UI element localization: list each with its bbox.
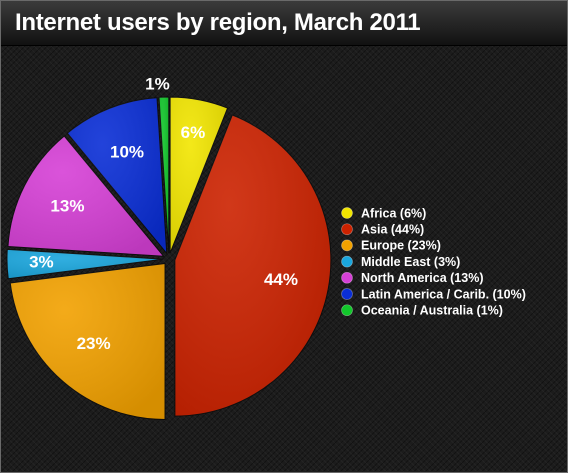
pie-slice-shading-africa [170, 97, 228, 254]
legend-marker-north-america [341, 271, 353, 284]
legend-marker-oceania-australia [341, 304, 353, 317]
pie-slice-shading-europe [10, 263, 166, 420]
legend-marker-africa [341, 207, 353, 219]
legend: Africa (6%) Asia (44%) Europe (23%) Middle … [341, 206, 526, 317]
legend-marker-latin-america-carib [341, 288, 353, 300]
legend-label-africa: Africa (6%) [361, 206, 426, 220]
legend-label-latin-america-carib: Latin America / Carib. (10%) [361, 287, 526, 301]
slice-label-latin-america-carib: 10% [110, 142, 144, 161]
pie-slice-shading-latin-america-carib [67, 97, 167, 254]
legend-marker-europe [341, 239, 353, 252]
legend-marker-asia [341, 223, 353, 236]
pie-slice-shading-oceania-australia [159, 97, 169, 254]
slice-label-oceania-australia: 1% [145, 75, 170, 94]
slice-label-africa: 6% [181, 123, 206, 142]
slice-label-middle-east: 3% [29, 252, 54, 271]
pie-slice-labels: 6% 44% 23% 3% 13% 10% 1% [29, 75, 298, 353]
title-bar: Internet users by region, March 2011 [1, 1, 567, 46]
slice-label-asia: 44% [264, 270, 298, 289]
legend-label-oceania-australia: Oceania / Australia (1%) [361, 303, 503, 317]
slice-label-europe: 23% [77, 334, 111, 353]
pie-slice-shading-middle-east [7, 249, 164, 279]
legend-label-europe: Europe (23%) [361, 239, 441, 253]
chart-title: Internet users by region, March 2011 [15, 9, 421, 36]
pie-slices [6, 96, 332, 421]
legend-marker-middle-east [341, 255, 353, 268]
legend-label-middle-east: Middle East (3%) [361, 255, 460, 269]
legend-label-north-america: North America (13%) [361, 271, 484, 285]
pie-slice-shading-asia [174, 115, 331, 417]
slice-label-north-america: 13% [50, 197, 84, 216]
pie-slice-shading-north-america [7, 136, 164, 257]
legend-label-asia: Asia (44%) [361, 222, 424, 236]
